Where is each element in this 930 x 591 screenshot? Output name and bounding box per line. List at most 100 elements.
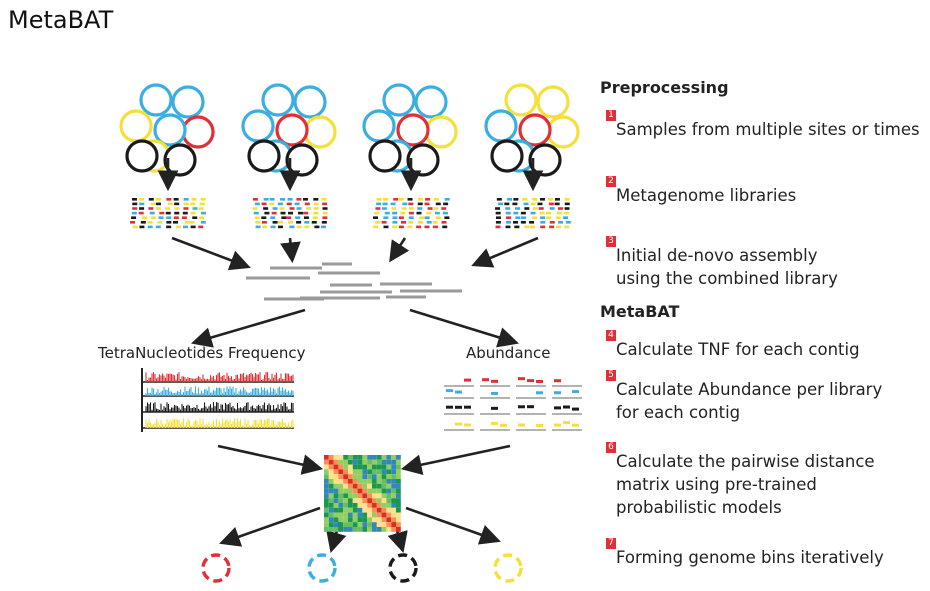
heatmap-cell — [367, 479, 372, 484]
heatmap-cell — [367, 527, 372, 532]
library-fragment — [148, 198, 154, 201]
library-fragment — [495, 207, 501, 210]
heatmap-cell — [362, 464, 368, 470]
library-fragment — [558, 221, 564, 224]
heatmap-cell — [333, 527, 339, 532]
library-fragment — [132, 207, 138, 210]
heatmap-cell — [357, 517, 363, 523]
library-fragment — [296, 207, 302, 210]
library-fragment — [166, 221, 172, 224]
heatmap-cell — [343, 512, 348, 518]
library-fragment — [407, 225, 413, 229]
abundance-label: Abundance — [466, 344, 551, 362]
heatmap-cell — [338, 527, 344, 532]
heatmap-cell — [396, 512, 401, 518]
sample-circle — [163, 143, 197, 177]
heatmap-cell — [362, 483, 368, 489]
heatmap-cell — [333, 464, 339, 470]
library-fragment — [398, 198, 404, 201]
heatmap-cell — [348, 455, 353, 460]
heatmap-cell — [362, 455, 368, 460]
heatmap-cell — [391, 503, 396, 508]
library-fragment — [495, 221, 501, 224]
heatmap-cell — [343, 522, 348, 527]
heatmap-cell — [391, 464, 396, 470]
sample-circle — [247, 139, 281, 173]
heatmap-cell — [352, 503, 358, 508]
library-fragment — [441, 207, 447, 210]
heatmap-cell — [376, 455, 382, 460]
heatmap-cell — [328, 522, 334, 527]
library-fragment — [426, 211, 432, 215]
library-fragment — [167, 202, 173, 206]
library-fragment — [190, 202, 196, 206]
library-fragment — [279, 207, 285, 210]
heatmap-cell — [328, 517, 334, 523]
library-fragment — [554, 202, 560, 206]
library-fragment — [549, 207, 555, 210]
library-fragment — [147, 225, 153, 229]
heatmap-cell — [324, 483, 329, 489]
heatmap-cell — [376, 527, 382, 532]
heatmap-cell — [381, 527, 387, 532]
heatmap-cell — [372, 474, 377, 479]
library-fragment — [564, 198, 570, 201]
library-fragment — [433, 198, 439, 201]
library-fragment — [392, 216, 398, 219]
heatmap-cell — [386, 469, 392, 475]
sample-circle — [382, 83, 416, 117]
abundance-mark — [527, 405, 534, 409]
library-fragment — [303, 211, 309, 215]
heatmap-cell — [372, 522, 377, 527]
library-fragment — [495, 216, 501, 219]
library-fragment — [424, 225, 430, 229]
library-fragment — [432, 225, 438, 229]
library-fragment — [155, 225, 161, 229]
library-fragment — [131, 216, 137, 219]
heatmap-cell — [338, 483, 344, 489]
abundance-mark — [572, 423, 579, 427]
library-fragment — [434, 211, 440, 215]
abundance-mark — [464, 423, 471, 427]
step-number-badge: 6 — [606, 442, 616, 453]
library-fragment — [322, 211, 328, 215]
heatmap-cell — [367, 469, 372, 475]
library-block — [373, 198, 450, 229]
library-fragment — [304, 225, 310, 229]
heatmap-cell — [372, 503, 377, 508]
sample-cluster — [484, 83, 580, 177]
heatmap-cell — [352, 512, 358, 518]
library-fragment — [322, 216, 328, 219]
heatmap-cell — [328, 503, 334, 508]
heatmap-cell — [396, 522, 401, 527]
sample-circle — [261, 83, 295, 117]
step-text: Initial de-novo assembly using the combi… — [616, 246, 838, 288]
sample-circle — [414, 85, 448, 119]
heatmap-cell — [352, 474, 358, 479]
heatmap-cell — [367, 503, 372, 508]
library-fragment — [174, 207, 180, 210]
abundance-mark — [518, 423, 525, 427]
library-fragment — [155, 207, 161, 210]
library-fragment — [294, 202, 300, 206]
abundance-mark — [491, 421, 498, 425]
library-fragment — [532, 207, 538, 210]
heatmap-cell — [357, 488, 363, 494]
library-fragment — [296, 221, 302, 224]
library-fragment — [402, 202, 408, 206]
heatmap-cell — [343, 479, 348, 484]
sample-circle — [139, 83, 173, 117]
library-fragment — [159, 211, 165, 215]
heatmap-cell — [357, 483, 363, 489]
library-fragment — [505, 221, 511, 224]
abundance-mark — [455, 390, 462, 394]
library-fragment — [131, 198, 137, 201]
library-fragment — [524, 225, 530, 229]
library-fragment — [390, 202, 396, 206]
section-heading-metabat: MetaBAT — [600, 302, 680, 321]
heatmap-cell — [381, 483, 387, 489]
library-fragment — [539, 198, 545, 201]
heatmap-cell — [357, 464, 363, 470]
library-fragment — [373, 225, 379, 229]
heatmap-cell — [396, 464, 401, 470]
